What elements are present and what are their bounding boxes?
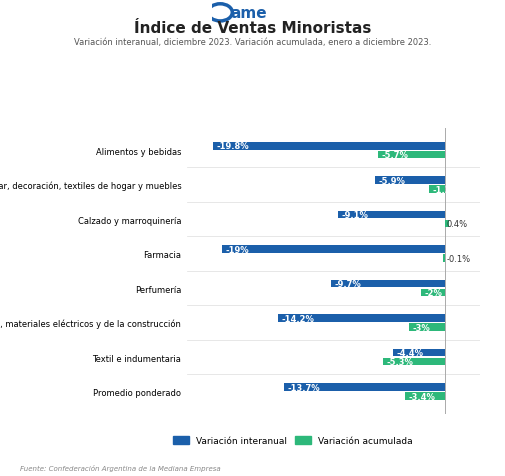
Text: -1.3%: -1.3% [433,185,460,194]
Legend: Variación interanual, Variación acumulada: Variación interanual, Variación acumulad… [173,436,413,446]
Text: -3.4%: -3.4% [408,392,435,401]
Text: -3%: -3% [413,323,431,332]
Text: -5.3%: -5.3% [386,357,413,367]
Text: -19.8%: -19.8% [216,142,249,151]
Text: -14.2%: -14.2% [282,314,315,323]
Bar [213,143,444,150]
Bar [278,315,444,322]
Text: Índice de Ventas Minoristas: Índice de Ventas Minoristas [134,21,371,36]
Bar [429,186,444,194]
Text: -13.7%: -13.7% [288,383,320,392]
Bar [222,246,444,253]
Text: -19%: -19% [226,245,249,254]
Bar [405,392,444,400]
Bar [393,349,444,357]
Bar [410,324,444,331]
Text: -2%: -2% [425,288,442,298]
Bar [338,211,444,219]
Bar [284,384,444,391]
Bar [331,280,444,288]
Bar [444,220,449,228]
Text: -9.7%: -9.7% [334,279,361,288]
Text: -0.1%: -0.1% [447,254,471,263]
Text: -9.1%: -9.1% [341,211,368,220]
Text: Variación interanual, diciembre 2023. Variación acumulada, enero a diciembre 202: Variación interanual, diciembre 2023. Va… [74,38,431,47]
Text: -4.4%: -4.4% [396,348,424,357]
Text: ame: ame [230,6,267,21]
Text: -5.9%: -5.9% [379,176,406,185]
Bar [376,177,444,185]
Text: 0.4%: 0.4% [447,220,468,228]
Bar [443,255,444,262]
Bar [421,289,444,297]
Text: Fuente: Confederación Argentina de la Mediana Empresa: Fuente: Confederación Argentina de la Me… [20,464,221,471]
Bar [378,151,444,159]
Text: -5.7%: -5.7% [381,151,408,160]
Bar [382,358,444,366]
